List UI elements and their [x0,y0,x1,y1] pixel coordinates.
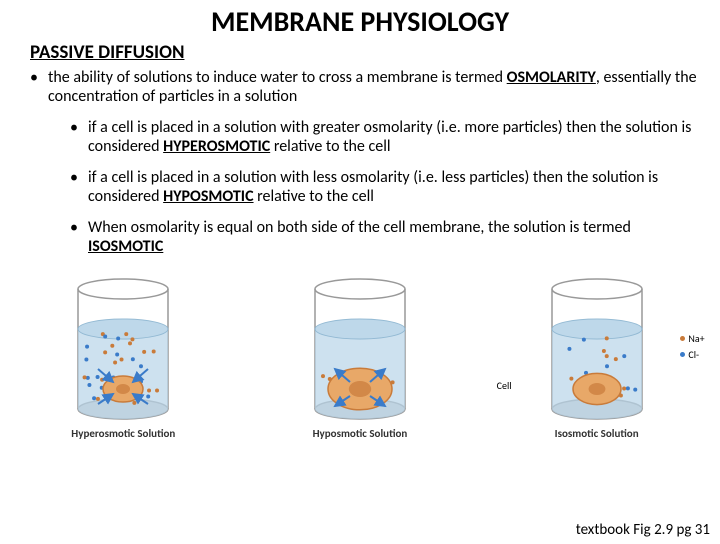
na-dot-icon [680,336,685,341]
ion-labels: Na+ Cl- [680,329,704,364]
beaker-hyper: Hyperosmotic Solution [53,274,193,440]
term-hyposmotic: HYPOSMOTIC [163,187,253,206]
sub-bullet-hypo: if a cell is placed in a solution with l… [70,168,700,206]
page-title: MEMBRANE PHYSIOLOGY [0,4,720,39]
sub-bullet-hyper: if a cell is placed in a solution with g… [70,118,700,156]
beaker-svg-hyper [53,274,193,424]
term-osmolarity: OSMOLARITY [507,68,596,87]
text: relative to the cell [270,137,390,156]
cl-dot-icon [680,352,685,357]
label-cl: Cl- [680,348,704,361]
section-heading: PASSIVE DIFFUSION [30,41,720,64]
term-isosmotic: ISOSMOTIC [88,237,163,256]
term-hyperosmotic: HYPEROSMOTIC [163,137,270,156]
figure-credit: textbook Fig 2.9 pg 31 [576,521,710,539]
caption-iso: Isosmotic Solution [555,427,639,440]
beaker-svg-hypo [290,274,430,424]
caption-hypo: Hyposmotic Solution [313,427,408,440]
label-na: Na+ [680,332,704,345]
beaker-svg-iso [527,274,667,424]
label-cell: Cell [497,379,512,392]
text: When osmolarity is equal on both side of… [88,218,631,237]
text: relative to the cell [254,187,374,206]
sub-bullet-iso: When osmolarity is equal on both side of… [70,218,700,256]
main-bullet: the ability of solutions to induce water… [30,68,700,106]
caption-hyper: Hyperosmotic Solution [71,427,175,440]
beaker-iso: Cell Na+ Cl- Isosmotic Solution [527,274,667,440]
beaker-hypo: Hyposmotic Solution [290,274,430,440]
figure-row: Hyperosmotic Solution Hyposmotic Solutio… [10,274,710,440]
text: the ability of solutions to induce water… [48,68,507,87]
